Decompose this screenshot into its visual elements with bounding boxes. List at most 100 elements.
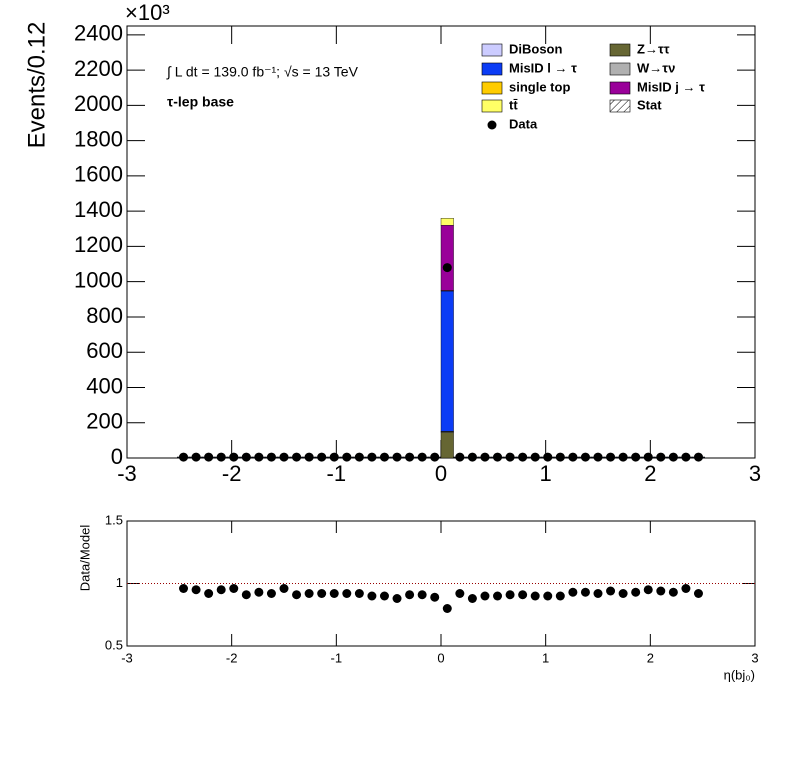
data-point	[593, 589, 603, 598]
data-point	[342, 452, 352, 462]
data-point	[279, 584, 289, 593]
data-point	[606, 586, 616, 596]
x-tick-label: -1	[331, 650, 343, 665]
data-point	[643, 585, 653, 595]
data-point	[405, 452, 415, 462]
stack-segment	[440, 432, 454, 459]
data-point	[455, 589, 465, 598]
data-point	[292, 590, 302, 600]
data-point	[631, 452, 641, 462]
x-tick-label: -2	[222, 461, 242, 486]
data-point	[618, 452, 628, 462]
legend-marker	[487, 120, 497, 130]
y-tick-label: 2400	[74, 21, 123, 46]
data-point	[266, 589, 276, 598]
y-tick-label: 0	[111, 444, 123, 469]
data-point	[367, 452, 377, 462]
legend-label: tt̄	[509, 97, 518, 112]
x-tick-label: 3	[751, 650, 758, 665]
data-point	[493, 591, 503, 601]
data-point	[518, 452, 528, 462]
x-tick-label: 3	[749, 461, 761, 486]
data-point	[442, 263, 452, 273]
legend-label: W→τν	[637, 60, 675, 75]
legend-swatch	[481, 43, 503, 57]
x-tick-label: -3	[117, 461, 137, 486]
data-point	[505, 452, 515, 462]
y-tick-label: 200	[86, 409, 123, 434]
data-point	[530, 591, 540, 601]
legend-swatch	[481, 81, 503, 95]
data-point	[618, 589, 628, 598]
data-point	[254, 587, 264, 597]
legend-label: DiBoson	[509, 41, 563, 56]
data-point	[518, 590, 528, 600]
legend-label: single top	[509, 79, 570, 94]
data-point	[656, 586, 666, 596]
legend-swatch	[609, 99, 631, 113]
data-point	[329, 452, 339, 462]
legend-label: Stat	[637, 97, 662, 112]
y-tick-label: 2000	[74, 91, 123, 116]
data-point	[467, 594, 477, 603]
data-point	[668, 587, 678, 597]
x-tick-label: 2	[644, 461, 656, 486]
data-point	[329, 589, 339, 598]
data-point	[417, 452, 427, 462]
data-point	[493, 452, 503, 462]
data-point	[580, 452, 590, 462]
data-point	[241, 452, 251, 462]
data-point	[204, 589, 214, 598]
data-point	[216, 585, 226, 595]
data-point	[304, 452, 314, 462]
y-tick-label: 1800	[74, 126, 123, 151]
x-tick-label: 2	[647, 650, 654, 665]
data-point	[191, 585, 201, 595]
stack-segment	[440, 290, 454, 432]
data-point	[191, 452, 201, 462]
legend-swatch	[481, 62, 503, 76]
data-point	[304, 589, 314, 598]
data-point	[543, 452, 553, 462]
data-point	[543, 591, 553, 601]
data-point	[643, 452, 653, 462]
x-tick-label: 0	[435, 461, 447, 486]
legend-swatch	[609, 43, 631, 57]
data-point	[480, 591, 490, 601]
data-point	[266, 452, 276, 462]
data-point	[681, 584, 691, 593]
data-point	[555, 591, 565, 601]
data-point	[580, 587, 590, 597]
data-point	[568, 587, 578, 597]
data-point	[606, 452, 616, 462]
legend-label: Data	[509, 116, 538, 131]
data-point	[480, 452, 490, 462]
data-point	[379, 452, 389, 462]
data-point	[430, 592, 440, 602]
data-point	[392, 452, 402, 462]
legend-label: MisID j → τ	[637, 79, 705, 94]
luminosity-label: ∫ L dt = 139.0 fb⁻¹; √s = 13 TeV	[166, 64, 359, 80]
data-point	[530, 452, 540, 462]
y-tick-label: 400	[86, 373, 123, 398]
y-tick-label: 1	[116, 575, 123, 590]
data-point	[354, 452, 364, 462]
data-point	[241, 590, 251, 600]
data-point	[392, 594, 402, 603]
stack-segment	[440, 217, 454, 226]
y-tick-label: 1200	[74, 232, 123, 257]
y-axis-label: Events/0.12	[23, 22, 50, 149]
y-tick-label: 1600	[74, 162, 123, 187]
data-point	[430, 452, 440, 462]
legend-swatch	[609, 62, 631, 76]
legend-swatch	[609, 81, 631, 95]
data-point	[254, 452, 264, 462]
y-axis-label: Data/Model	[77, 525, 92, 592]
y-tick-label: 0.5	[105, 637, 123, 652]
x-tick-label: -2	[226, 650, 238, 665]
data-point	[229, 584, 239, 593]
stack-segment	[440, 225, 454, 291]
